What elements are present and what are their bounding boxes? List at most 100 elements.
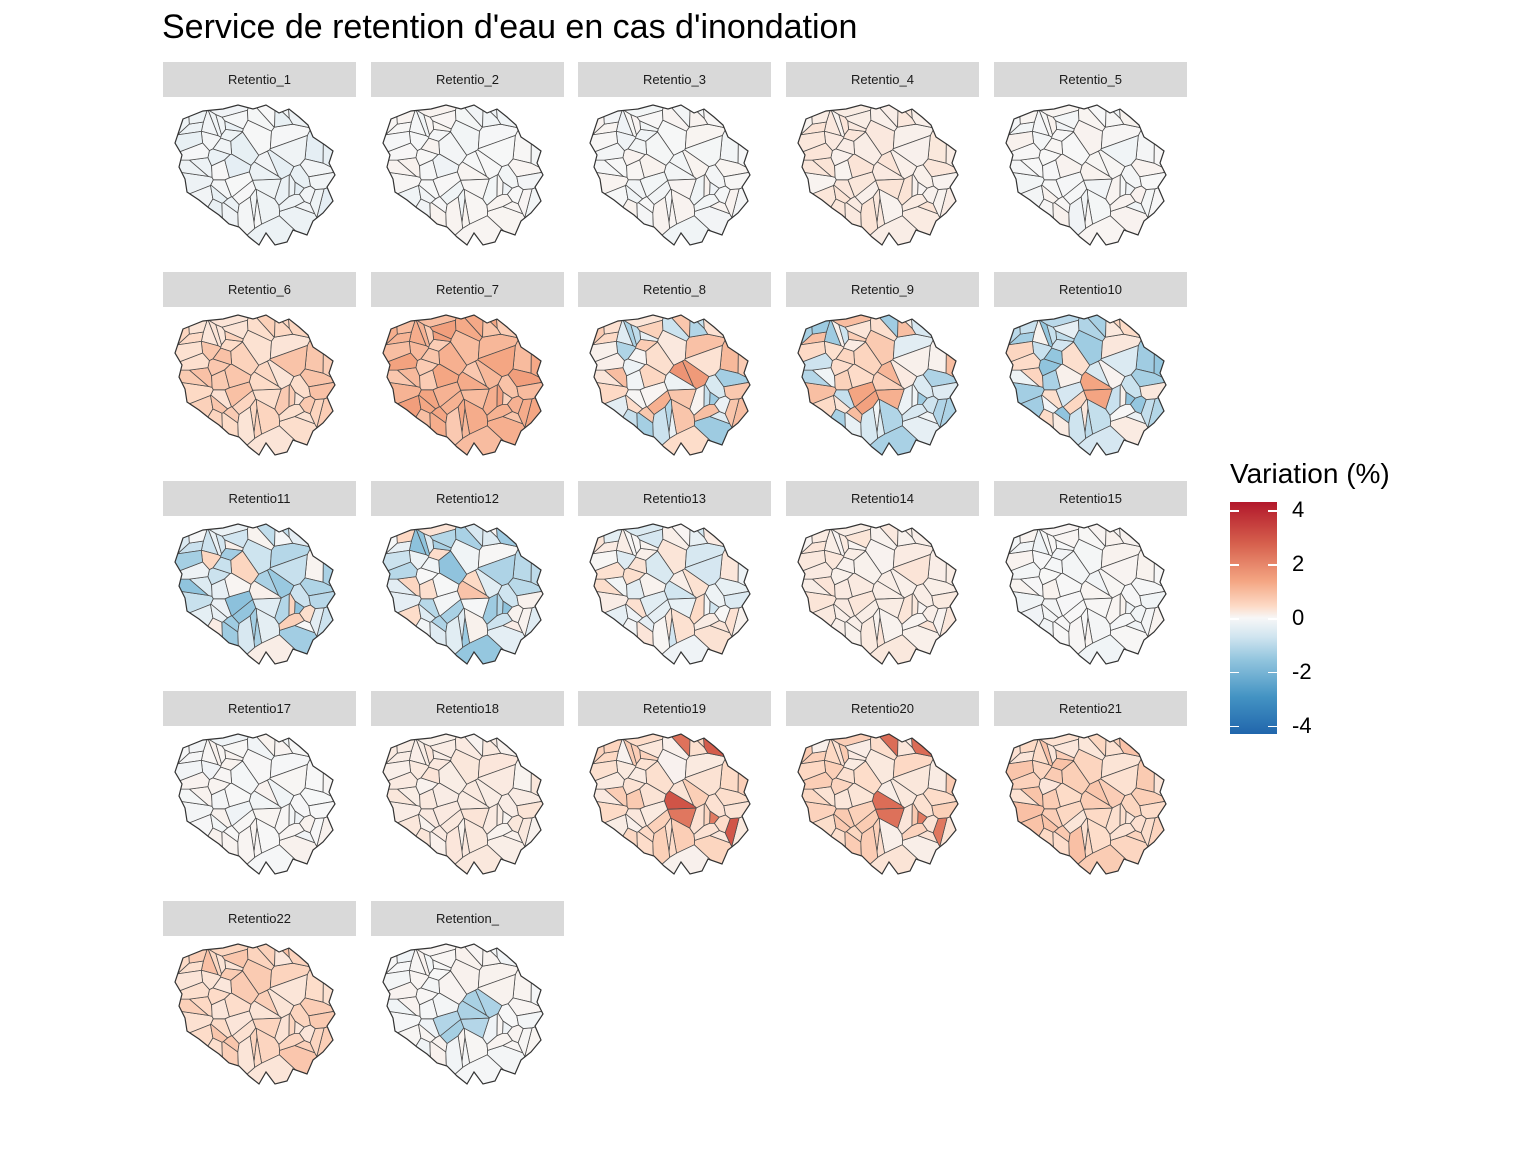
map-region (1006, 198, 1056, 245)
map-outline (1005, 314, 1167, 456)
map-region (798, 813, 837, 874)
map-region (798, 827, 848, 874)
choropleth-map (1005, 523, 1167, 665)
map-region (838, 742, 850, 765)
choropleth-map (589, 733, 751, 875)
legend-tick-mark (1230, 510, 1239, 512)
map-region (215, 323, 227, 346)
legend-tick-mark (1230, 564, 1239, 566)
map-outline (1005, 104, 1167, 246)
facet-strip-label: Retentio17 (163, 691, 356, 726)
legend-tick-label: 4 (1292, 497, 1305, 523)
map-region (175, 352, 210, 371)
map-region (798, 142, 833, 161)
map-region (175, 561, 210, 580)
map-region (460, 807, 490, 829)
map-region (1006, 184, 1045, 245)
facet-panel: Retentio_3 (578, 62, 771, 262)
facet-panel: Retentio_7 (371, 272, 564, 472)
map-region (383, 827, 433, 874)
map-region (530, 944, 543, 1017)
map-region (495, 734, 543, 758)
map-region (420, 556, 441, 574)
map-region (892, 553, 931, 587)
choropleth-map (382, 523, 544, 665)
map-outline (589, 314, 751, 456)
legend-tick-mark (1230, 671, 1239, 674)
map-region (252, 1017, 282, 1039)
map-region (322, 734, 335, 807)
map-region (477, 134, 516, 168)
map-region (798, 352, 833, 371)
map-region (910, 524, 958, 548)
map-region (530, 524, 543, 597)
map-region (1043, 556, 1064, 574)
map-region (910, 315, 958, 339)
map-region (1109, 404, 1136, 422)
map-region (590, 827, 640, 874)
map-region (175, 1037, 225, 1084)
map-region (252, 597, 282, 619)
map-region (175, 340, 204, 369)
map-region (212, 556, 233, 574)
legend-tick-mark (1230, 725, 1239, 728)
map-region (910, 105, 958, 129)
choropleth-map (589, 104, 751, 246)
map-region (630, 742, 642, 765)
map-region (798, 184, 837, 245)
map-region (1043, 766, 1064, 784)
map-region (383, 813, 422, 874)
map-region (1118, 105, 1166, 129)
legend-tick-label: 0 (1292, 605, 1305, 630)
map-region (1006, 130, 1035, 159)
legend-tick-label: -2 (1292, 658, 1312, 684)
legend-tick-mark (1268, 510, 1277, 512)
facet-panel: Retentio12 (371, 481, 564, 681)
map-region (495, 105, 543, 129)
facet-strip-label: Retentio14 (786, 481, 979, 516)
map-region (175, 130, 204, 159)
map-region (175, 969, 204, 998)
map-region (1109, 613, 1136, 631)
map-region (1100, 344, 1139, 378)
map-outline (382, 523, 544, 665)
chart-title: Service de retention d'eau en cas d'inon… (162, 8, 858, 46)
map-region (269, 344, 308, 378)
legend-tick-mark (1268, 564, 1277, 566)
map-region (1046, 742, 1058, 765)
map-region (423, 742, 435, 765)
facet-strip-label: Retentio_8 (578, 272, 771, 307)
facet-strip-label: Retentio19 (578, 691, 771, 726)
map-outline (174, 314, 336, 456)
map-region (1153, 105, 1166, 178)
choropleth-map (174, 733, 336, 875)
facet-panel: Retentio15 (994, 481, 1187, 681)
map-region (590, 198, 640, 245)
map-region (175, 603, 214, 664)
map-region (460, 1017, 490, 1039)
map-region (693, 404, 720, 422)
facet-strip-label: Retentio_7 (371, 272, 564, 307)
map-region (798, 561, 833, 580)
choropleth-map (797, 314, 959, 456)
map-region (945, 315, 958, 388)
map-region (278, 823, 305, 841)
choropleth-map (174, 523, 336, 665)
map-region (590, 184, 629, 245)
map-region (486, 823, 513, 841)
map-region (175, 759, 204, 788)
map-region (1083, 178, 1113, 200)
map-region (420, 347, 441, 365)
facet-panel: Retention_ (371, 901, 564, 1101)
map-region (1109, 823, 1136, 841)
map-region (1046, 113, 1058, 136)
map-outline (797, 733, 959, 875)
map-region (702, 105, 750, 129)
map-outline (797, 523, 959, 665)
map-region (212, 976, 233, 994)
map-region (1153, 524, 1166, 597)
facet-strip-label: Retentio11 (163, 481, 356, 516)
map-region (269, 553, 308, 587)
map-region (835, 556, 856, 574)
map-region (1006, 617, 1056, 664)
